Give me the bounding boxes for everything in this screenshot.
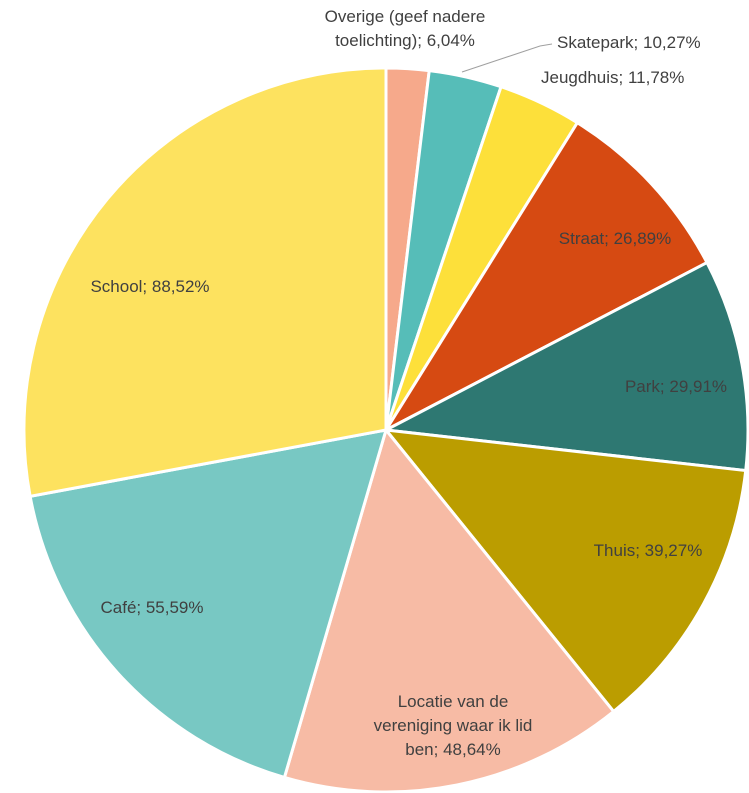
slice-label: Café; 55,59% (100, 598, 203, 617)
pie-slice (282, 426, 616, 793)
slice-label-line: Café; 55,59% (100, 598, 203, 617)
slice-label-line: School; 88,52% (90, 277, 209, 296)
slice-label: Park; 29,91% (625, 377, 727, 396)
slice-label-line: vereniging waar ik lid (374, 716, 533, 735)
slice-label-line: toelichting); 6,04% (335, 31, 475, 50)
slice-label: Skatepark; 10,27% (557, 33, 701, 52)
slice-label: Locatie van de vereniging waar ik lid ben;… (374, 692, 533, 759)
slice-label-line: Thuis; 39,27% (594, 541, 703, 560)
slice-label: Jeugdhuis; 11,78% (541, 68, 684, 87)
slice-label-line: Jeugdhuis; 11,78% (541, 68, 684, 87)
slice-label: Overige (geef nadere toelichting); 6,04% (325, 7, 486, 50)
slice-label-line: Locatie van de (398, 692, 509, 711)
slice-label: Straat; 26,89% (559, 229, 671, 248)
slice-label-line: ben; 48,64% (405, 740, 500, 759)
slice-label: School; 88,52% (90, 277, 209, 296)
slice-label-line: Park; 29,91% (625, 377, 727, 396)
pie-slice (381, 120, 709, 434)
slice-label: Thuis; 39,27% (594, 541, 703, 560)
pie-slice (382, 428, 748, 714)
slice-label-line: Straat; 26,89% (559, 229, 671, 248)
pie-slice (380, 260, 749, 473)
slice-label-line: Overige (geef nadere (325, 7, 486, 26)
leader-line (461, 43, 553, 73)
pie-slice (22, 66, 388, 499)
slice-label-line: Skatepark; 10,27% (557, 33, 701, 52)
pie-slice (28, 428, 389, 780)
